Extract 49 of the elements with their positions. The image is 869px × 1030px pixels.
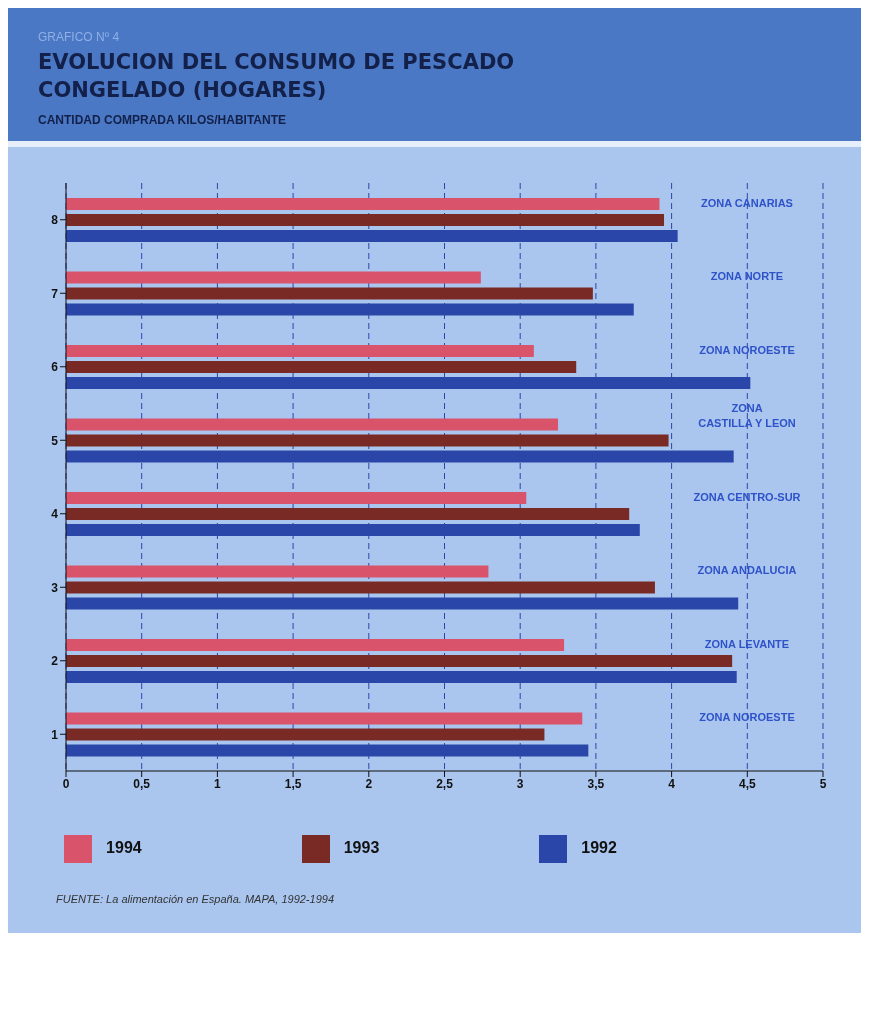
bar	[66, 507, 630, 520]
y-tick-label: 2	[51, 653, 59, 668]
bar	[66, 344, 534, 357]
annotation: ZONA ANDALUCIA	[697, 563, 797, 576]
annotation: ZONA CANARIAS	[701, 196, 793, 209]
legend-label: 1992	[581, 838, 617, 856]
legend-label: 1994	[106, 838, 142, 856]
bar	[66, 728, 545, 741]
x-tick-label: 0	[62, 776, 70, 791]
y-tick-label: 4	[51, 506, 59, 521]
bar	[66, 434, 669, 447]
chart-subtitle: CANTIDAD COMPRADA KILOS/HABITANTE	[38, 112, 287, 127]
bar	[66, 197, 660, 210]
annotation: ZONA CASTILLA Y LEON	[698, 401, 796, 429]
x-tick-label: 2	[365, 776, 373, 791]
bar	[66, 638, 565, 651]
bar	[66, 271, 481, 284]
annotation: ZONA NOROESTE	[699, 710, 795, 723]
source-note: FUENTE: La alimentación en España. MAPA, 1992-1994	[55, 891, 335, 907]
bar	[66, 654, 733, 667]
x-tick-label: 3	[516, 776, 524, 791]
chart-title: EVOLUCION DEL CONSUMO DE PESCADO CONGELADO (HOGARES)	[38, 49, 516, 105]
x-tick-label: 3,5	[587, 776, 605, 791]
bar	[66, 565, 489, 578]
bar	[66, 581, 655, 594]
bar	[66, 287, 593, 300]
x-tick-label: 4,5	[738, 776, 756, 791]
x-tick-label: 2,5	[436, 776, 454, 791]
annotation: ZONA CENTRO-SUR	[693, 490, 801, 503]
y-tick-label: 1	[51, 727, 59, 742]
x-tick-label: 1,5	[284, 776, 302, 791]
y-tick-label: 3	[51, 580, 59, 595]
x-tick-label: 1	[214, 776, 222, 791]
y-tick-label: 7	[51, 286, 59, 301]
x-tick-label: 5	[819, 776, 827, 791]
x-tick-label: 4	[668, 776, 676, 791]
bar	[66, 213, 665, 226]
bar	[66, 360, 577, 373]
y-tick-label: 8	[51, 212, 59, 227]
y-tick-label: 6	[51, 359, 59, 374]
bar	[66, 418, 559, 431]
bar	[66, 712, 583, 725]
bar	[66, 491, 527, 504]
legend-label: 1993	[343, 838, 380, 856]
x-tick-label: 0,5	[133, 776, 151, 791]
y-tick-label: 5	[51, 433, 59, 448]
annotation: ZONA NOROESTE	[699, 343, 795, 356]
annotation: ZONA LEVANTE	[704, 637, 790, 650]
text: GRAFICO Nº 4	[38, 30, 121, 44]
